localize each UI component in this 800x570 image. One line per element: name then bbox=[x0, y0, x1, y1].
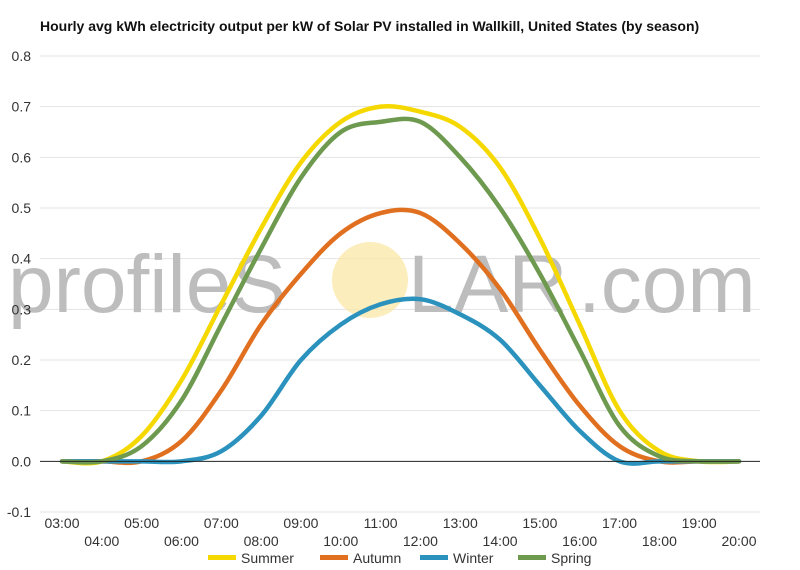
y-tick-label: 0.4 bbox=[12, 251, 32, 267]
legend-label-summer: Summer bbox=[241, 550, 294, 566]
legend-swatch-winter bbox=[420, 555, 448, 560]
y-tick-label: -0.1 bbox=[7, 504, 31, 520]
x-tick-label: 16:00 bbox=[562, 533, 597, 549]
y-tick-label: 0.0 bbox=[12, 453, 32, 469]
y-tick-label: 0.1 bbox=[12, 403, 32, 419]
y-tick-label: 0.8 bbox=[12, 48, 32, 64]
y-tick-label: 0.7 bbox=[12, 99, 32, 115]
watermark: profileS LAR .com bbox=[8, 239, 756, 330]
watermark-text-mid: LAR bbox=[408, 239, 568, 330]
x-tick-label: 03:00 bbox=[44, 515, 79, 531]
y-tick-label: 0.5 bbox=[12, 200, 32, 216]
x-tick-label: 12:00 bbox=[403, 533, 438, 549]
y-axis-ticks: -0.1 0.0 0.1 0.2 0.3 0.4 0.5 0.6 0.7 0.8 bbox=[7, 48, 31, 520]
x-tick-label: 13:00 bbox=[443, 515, 478, 531]
x-tick-label: 17:00 bbox=[602, 515, 637, 531]
x-tick-label: 14:00 bbox=[483, 533, 518, 549]
watermark-text-right: .com bbox=[578, 239, 756, 330]
legend-swatch-summer bbox=[208, 555, 236, 560]
x-tick-label: 11:00 bbox=[364, 515, 398, 531]
chart-title: Hourly avg kWh electricity output per kW… bbox=[40, 18, 700, 34]
legend-swatch-autumn bbox=[320, 555, 348, 560]
legend-label-autumn: Autumn bbox=[353, 550, 401, 566]
legend-label-spring: Spring bbox=[551, 550, 591, 566]
x-tick-label: 20:00 bbox=[721, 533, 756, 549]
watermark-sun-icon bbox=[332, 242, 408, 318]
x-tick-label: 15:00 bbox=[522, 515, 557, 531]
series-lines bbox=[40, 104, 760, 466]
y-tick-label: 0.6 bbox=[12, 149, 32, 165]
x-tick-label: 09:00 bbox=[283, 515, 318, 531]
x-tick-label: 04:00 bbox=[84, 533, 119, 549]
series-line-summer bbox=[59, 104, 742, 466]
x-tick-label: 10:00 bbox=[323, 533, 358, 549]
x-tick-label: 05:00 bbox=[124, 515, 159, 531]
series-line-spring bbox=[59, 116, 742, 465]
y-tick-label: 0.2 bbox=[12, 352, 32, 368]
x-tick-label: 08:00 bbox=[244, 533, 279, 549]
x-tick-label: 19:00 bbox=[682, 515, 717, 531]
x-tick-label: 18:00 bbox=[642, 533, 677, 549]
legend: Summer Autumn Winter Spring bbox=[208, 550, 591, 566]
y-tick-label: 0.3 bbox=[12, 301, 32, 317]
legend-swatch-spring bbox=[518, 555, 546, 560]
x-tick-label: 07:00 bbox=[204, 515, 239, 531]
series-line-autumn bbox=[59, 207, 742, 466]
legend-label-winter: Winter bbox=[453, 550, 494, 566]
x-tick-label: 06:00 bbox=[164, 533, 199, 549]
